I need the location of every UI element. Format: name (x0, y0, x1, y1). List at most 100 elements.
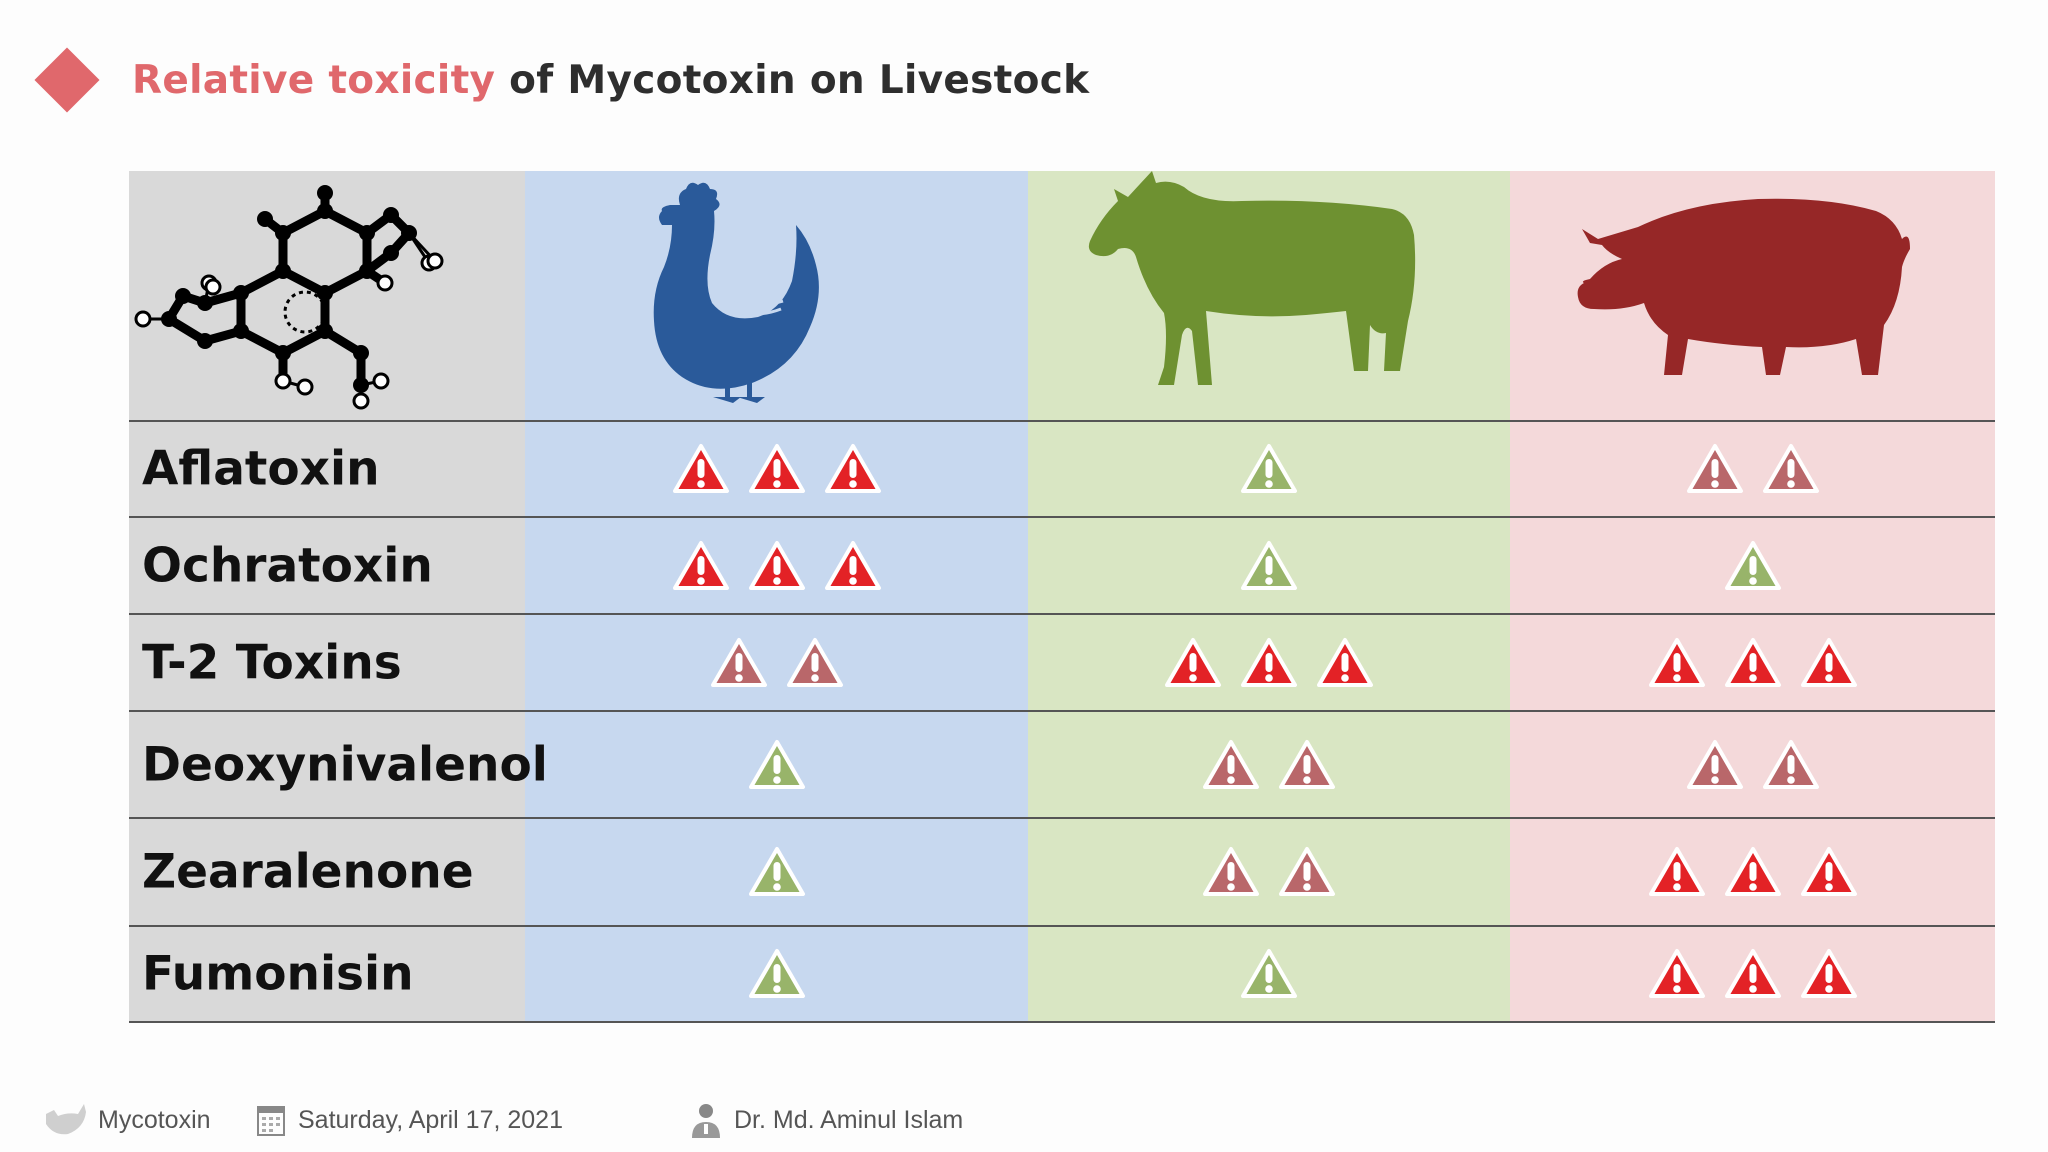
toxin-name: Ochratoxin (142, 538, 433, 593)
warning-icon (824, 444, 881, 493)
cell-name (129, 615, 525, 710)
warning-icon (1241, 444, 1297, 493)
warning-icon (1317, 637, 1373, 687)
cell-name (129, 712, 525, 817)
toxin-name: Fumonisin (142, 946, 414, 1002)
warning-icon (748, 949, 805, 998)
toxicity-level-cattle (1240, 443, 1298, 495)
warning-icon (1800, 949, 1857, 998)
toxicity-level-cattle (1202, 739, 1336, 791)
warning-icon (672, 444, 729, 493)
toxicity-level-cattle (1240, 540, 1298, 592)
warning-icon (1762, 444, 1819, 493)
header-cell-swine (1510, 171, 1995, 420)
warning-icon (1648, 847, 1705, 896)
warning-icon (1686, 739, 1743, 789)
header-cell-cattle (1028, 171, 1510, 420)
cell-cattle (1028, 819, 1510, 925)
warning-icon (1724, 949, 1781, 998)
toxicity-level-swine (1724, 540, 1782, 592)
table-row: Aflatoxin (129, 420, 1995, 516)
toxicity-level-cattle (1240, 948, 1298, 1000)
chicken-footer-icon (46, 1104, 86, 1135)
warning-icon (1724, 637, 1781, 687)
title-accent: Relative toxicity (132, 57, 496, 103)
cell-cattle (1028, 712, 1510, 817)
person-icon (692, 1104, 720, 1138)
toxin-name: T-2 Toxins (142, 635, 402, 690)
warning-icon (1800, 847, 1857, 896)
warning-icon (1279, 847, 1335, 896)
warning-icon (710, 637, 767, 687)
toxicity-level-poultry (710, 637, 844, 689)
warning-icon (1241, 540, 1297, 590)
cell-name (129, 518, 525, 613)
toxicity-table: Aflatoxin Ochratoxin T-2 Toxins Deoxynivale… (129, 171, 1995, 1023)
footer-topic: Mycotoxin (40, 1100, 211, 1140)
toxicity-level-cattle (1202, 846, 1336, 898)
table-header-row (129, 171, 1995, 420)
toxicity-level-swine (1686, 739, 1820, 791)
table-row: Zearalenone (129, 817, 1995, 925)
toxicity-level-poultry (748, 739, 806, 791)
warning-icon (1203, 739, 1259, 789)
warning-icon (1686, 444, 1743, 493)
warning-icon (1165, 637, 1221, 687)
table-row: T-2 Toxins (129, 613, 1995, 710)
warning-icon (1724, 847, 1781, 896)
toxicity-level-swine (1686, 443, 1820, 495)
warning-icon (748, 444, 805, 493)
footer-author: Dr. Md. Aminul Islam (690, 1100, 963, 1140)
header-cell-molecule (129, 171, 525, 420)
toxicity-level-swine (1648, 948, 1858, 1000)
toxicity-level-poultry (672, 540, 882, 592)
slide-title: Relative toxicity of Mycotoxin on Livest… (132, 58, 1089, 103)
table-body: Aflatoxin Ochratoxin T-2 Toxins Deoxynivale… (129, 420, 1995, 1021)
diamond-bullet-icon (34, 47, 100, 113)
cell-swine (1510, 712, 1995, 817)
warning-icon (1203, 847, 1259, 896)
pig-icon (1577, 198, 1910, 375)
warning-icon (1648, 949, 1705, 998)
toxin-name: Deoxynivalenol (142, 737, 548, 792)
footer-date: Saturday, April 17, 2021 (256, 1100, 563, 1140)
toxicity-level-swine (1648, 846, 1858, 898)
cell-name (129, 819, 525, 925)
bottom-border (129, 1021, 1995, 1023)
footer-author-text: Dr. Md. Aminul Islam (734, 1105, 964, 1134)
table-row: Ochratoxin (129, 516, 1995, 613)
table-row: Fumonisin (129, 925, 1995, 1021)
warning-icon (672, 540, 729, 590)
cell-name (129, 422, 525, 516)
cell-name (129, 927, 525, 1021)
toxin-name: Aflatoxin (142, 441, 380, 497)
molecule-icon (134, 185, 444, 410)
header-cell-poultry (525, 171, 1028, 420)
toxicity-level-poultry (672, 443, 882, 495)
toxicity-level-poultry (748, 948, 806, 1000)
warning-icon (1724, 540, 1781, 590)
warning-icon (1762, 739, 1819, 789)
cell-poultry (525, 615, 1028, 710)
warning-icon (1648, 637, 1705, 687)
cow-icon (1088, 171, 1416, 385)
warning-icon (1241, 637, 1297, 687)
warning-icon (1800, 637, 1857, 687)
warning-icon (748, 540, 805, 590)
chicken-icon (653, 182, 819, 403)
title-rest: of Mycotoxin on Livestock (509, 57, 1090, 103)
warning-icon (1279, 739, 1335, 789)
table-row: Deoxynivalenol (129, 710, 1995, 817)
footer-topic-text: Mycotoxin (98, 1105, 211, 1134)
warning-icon (824, 540, 881, 590)
toxicity-level-poultry (748, 846, 806, 898)
slide-header: Relative toxicity of Mycotoxin on Livest… (34, 47, 1089, 113)
warning-icon (748, 847, 805, 896)
toxicity-level-swine (1648, 637, 1858, 689)
warning-icon (1241, 949, 1297, 998)
toxin-name: Zearalenone (142, 844, 474, 900)
toxicity-level-cattle (1164, 637, 1374, 689)
footer-date-text: Saturday, April 17, 2021 (298, 1105, 563, 1134)
cell-swine (1510, 422, 1995, 516)
warning-icon (748, 739, 805, 789)
